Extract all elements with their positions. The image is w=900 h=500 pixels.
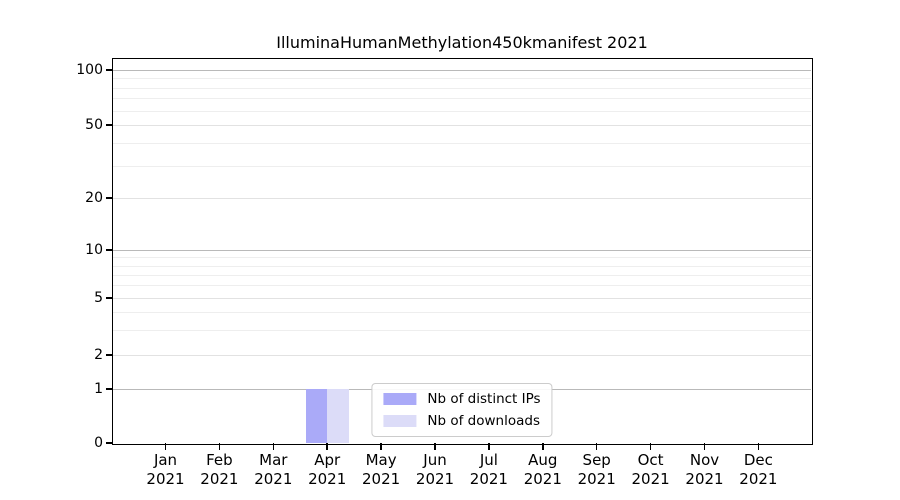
gridline-minor: [113, 98, 811, 100]
x-tick-mark: [380, 443, 382, 450]
y-tick-mark: [106, 354, 113, 356]
y-tick-label: 50: [85, 117, 103, 133]
chart-title: IlluminaHumanMethylation450kmanifest 202…: [276, 33, 648, 52]
y-tick-mark: [106, 388, 113, 390]
x-tick-month: Jan: [153, 451, 178, 469]
gridline-minor: [113, 265, 811, 267]
x-tick-label: Aug 2021: [511, 451, 575, 489]
x-tick-label: Mar 2021: [241, 451, 305, 489]
legend-label-downloads: Nb of downloads: [427, 413, 540, 429]
x-tick-year: 2021: [739, 470, 778, 488]
y-tick-mark: [106, 69, 113, 71]
y-tick-label: 20: [85, 190, 103, 206]
x-tick-label: Oct 2021: [619, 451, 683, 489]
x-tick-mark: [703, 443, 706, 450]
y-tick-mark: [106, 297, 113, 299]
y-tick-label: 2: [94, 347, 103, 363]
legend-label-distinct-ips: Nb of distinct IPs: [427, 391, 541, 407]
y-tick-mark: [106, 197, 113, 199]
x-tick-mark: [218, 443, 221, 450]
x-tick-label: Jun 2021: [403, 451, 467, 489]
y-tick-mark: [106, 442, 113, 444]
x-tick-year: 2021: [254, 470, 293, 488]
x-tick-label: Nov 2021: [673, 451, 737, 489]
y-tick-label: 1: [94, 381, 103, 397]
gridline-minor: [113, 125, 811, 126]
x-tick-year: 2021: [469, 470, 508, 488]
legend-swatch-downloads: [383, 415, 417, 427]
legend-swatch-distinct-ips: [383, 393, 417, 405]
x-tick-year: 2021: [577, 470, 616, 488]
gridline-minor: [113, 355, 811, 356]
x-tick-mark: [326, 443, 328, 450]
bar-distinct-ips: [305, 389, 328, 443]
x-tick-mark: [757, 443, 760, 450]
x-tick-year: 2021: [415, 470, 455, 488]
gridline-minor: [113, 257, 811, 259]
gridline-minor: [113, 142, 811, 144]
x-tick-year: 2021: [685, 470, 724, 488]
bar-downloads: [327, 389, 349, 443]
x-tick-month: Sep: [582, 451, 611, 469]
x-tick-month: May: [365, 451, 397, 469]
gridline-minor: [113, 329, 811, 331]
x-tick-month: Oct: [637, 451, 664, 469]
x-tick-month: Nov: [689, 451, 720, 469]
x-tick-year: 2021: [631, 470, 670, 488]
gridline-minor: [113, 87, 811, 89]
x-tick-month: Aug: [528, 451, 558, 469]
plot-area: Nb of distinct IPs Nb of downloads 0 1 2 5 1…: [76, 57, 813, 488]
x-tick-year: 2021: [362, 470, 401, 488]
y-tick-mark: [106, 249, 113, 251]
y-tick-label: 10: [85, 242, 103, 258]
x-tick-mark: [272, 443, 275, 450]
y-tick-label: 100: [76, 62, 103, 78]
x-tick-year: 2021: [308, 470, 347, 488]
x-tick-label: Feb 2021: [187, 451, 251, 489]
gridline-minor: [113, 311, 811, 313]
x-tick-month: Dec: [743, 451, 773, 469]
gridline-minor: [113, 110, 811, 112]
gridline-minor: [113, 78, 811, 80]
x-tick-month: Feb: [206, 451, 233, 469]
x-tick-year: 2021: [523, 470, 562, 488]
gridline-minor: [113, 274, 811, 276]
x-tick-mark: [542, 443, 544, 450]
x-tick-label: Apr 2021: [295, 451, 359, 489]
x-tick-year: 2021: [146, 470, 185, 488]
x-tick-label: Dec 2021: [726, 451, 790, 489]
x-tick-month: Jul: [479, 451, 498, 469]
y-tick-label: 5: [94, 290, 103, 306]
x-tick-month: Mar: [259, 451, 288, 469]
x-tick-year: 2021: [200, 470, 239, 488]
legend: Nb of distinct IPs Nb of downloads: [371, 383, 553, 437]
x-tick-mark: [595, 443, 598, 450]
gridline-minor: [113, 198, 811, 199]
y-tick-mark: [106, 124, 113, 126]
x-tick-mark: [649, 443, 652, 450]
x-tick-month: Apr: [314, 451, 341, 469]
gridline-major: [113, 70, 811, 71]
x-tick-label: May 2021: [349, 451, 413, 489]
x-tick-label: Jul 2021: [457, 451, 521, 489]
gridline-minor: [113, 285, 811, 287]
x-tick-mark: [434, 443, 436, 450]
gridline-minor: [113, 298, 811, 299]
x-tick-mark: [488, 443, 490, 450]
legend-item-downloads: Nb of downloads: [383, 413, 540, 429]
x-tick-label: Sep 2021: [565, 451, 629, 489]
y-tick-label: 0: [94, 435, 103, 451]
x-tick-month: Jun: [423, 451, 447, 469]
gridline-minor: [113, 165, 811, 167]
gridline-major: [113, 250, 811, 251]
x-tick-label: Jan 2021: [134, 451, 198, 489]
legend-item-distinct-ips: Nb of distinct IPs: [383, 391, 541, 407]
x-tick-mark: [164, 443, 167, 450]
